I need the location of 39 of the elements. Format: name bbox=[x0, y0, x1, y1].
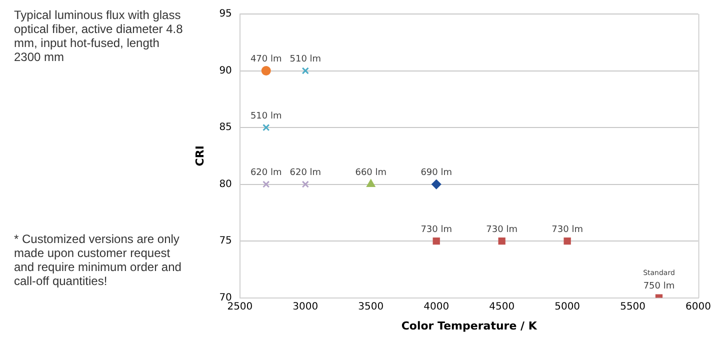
text: * Customized versions are only made upon customer request and require minimum order and call-off quantities! bbox=[14, 232, 182, 288]
annotation: 730 lm bbox=[552, 224, 583, 235]
y-tick-label: 90 bbox=[219, 65, 232, 76]
x-tick-label: 2500 bbox=[227, 301, 253, 312]
point bbox=[432, 237, 440, 245]
text: Typical luminous flux with glass optical fiber, active diameter 4.8 mm, input hot-fused, length 2300 mm bbox=[14, 8, 184, 64]
y-tick-label: 95 bbox=[219, 8, 232, 20]
annotation: 470 lm bbox=[250, 54, 282, 65]
x-axis-title: Color Temperature / K bbox=[401, 319, 538, 332]
point bbox=[302, 180, 309, 188]
point bbox=[302, 67, 309, 74]
point bbox=[262, 124, 270, 132]
point bbox=[261, 66, 271, 76]
x-tick-label: 4500 bbox=[489, 301, 515, 312]
point bbox=[262, 180, 270, 188]
y-tick-label: 75 bbox=[219, 236, 232, 247]
point bbox=[366, 180, 376, 188]
x-tick-label: 6000 bbox=[686, 301, 711, 312]
annotation: 510 lm bbox=[250, 111, 282, 122]
x-tick-label: 3000 bbox=[292, 301, 318, 312]
annotation: 730 lm bbox=[486, 224, 518, 235]
point bbox=[564, 237, 571, 245]
annotation: 750 lm bbox=[643, 282, 675, 292]
annotation: 510 lm bbox=[290, 54, 322, 65]
annotation: 620 lm bbox=[250, 168, 282, 178]
y-tick-label: 85 bbox=[219, 122, 232, 134]
y-tick-label: 80 bbox=[219, 178, 232, 190]
y-tick-label: 70 bbox=[219, 292, 232, 304]
annotation: 620 lm bbox=[290, 168, 322, 178]
annotation: 730 lm bbox=[420, 224, 452, 235]
x-tick-label: 4000 bbox=[424, 301, 450, 312]
point bbox=[498, 237, 506, 245]
annotation: 690 lm bbox=[420, 168, 452, 178]
x-tick-label: 5500 bbox=[620, 301, 646, 312]
annotation: 660 lm bbox=[355, 168, 387, 178]
point bbox=[432, 180, 442, 190]
x-tick-label: 3500 bbox=[358, 301, 384, 312]
y-axis-title: CRI bbox=[193, 146, 206, 166]
x-tick-label: 5000 bbox=[554, 301, 580, 312]
